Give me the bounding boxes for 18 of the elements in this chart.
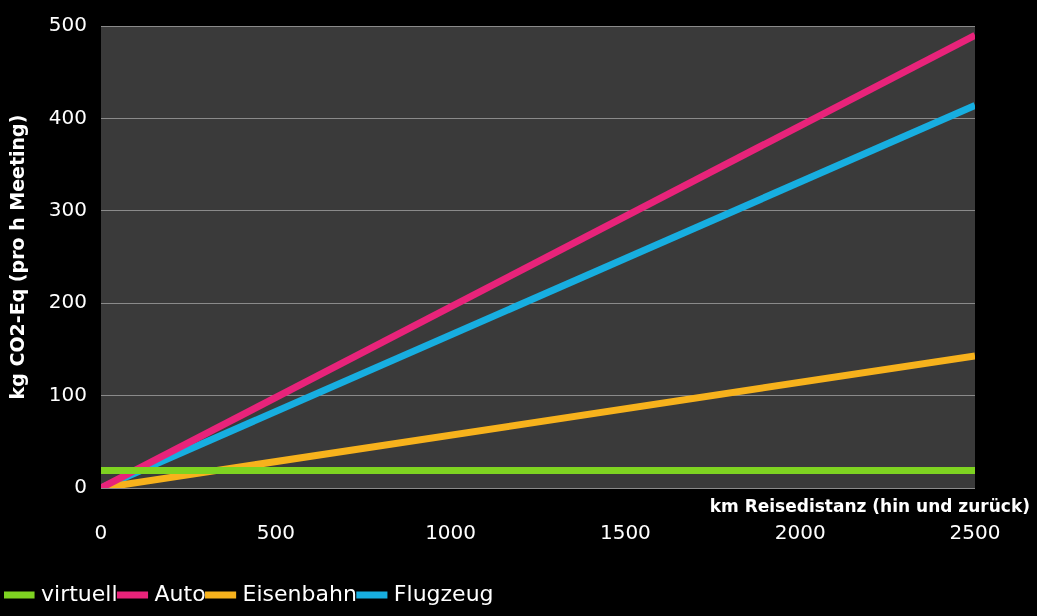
x-tick-label: 1000 — [425, 520, 477, 545]
x-tick-label: 500 — [256, 520, 295, 545]
x-tick-label: 2500 — [949, 520, 1001, 545]
y-tick-label: 0 — [74, 474, 87, 499]
x-tick-label: 0 — [94, 520, 108, 545]
x-tick-label: 1500 — [599, 520, 651, 545]
y-tick-label: 400 — [48, 104, 87, 129]
y-tick-label: 200 — [48, 289, 87, 314]
x-axis-title: km Reisedistanz (hin und zurück) — [709, 496, 1030, 517]
legend-label: virtuell — [41, 580, 118, 606]
y-axis-title: kg CO2-Eq (pro h Meeting) — [6, 114, 29, 400]
legend-label: Auto — [154, 580, 206, 606]
x-tick-label: 2000 — [774, 520, 826, 545]
legend-label: Flugzeug — [393, 580, 494, 606]
legend-label: Eisenbahn — [242, 580, 357, 606]
y-tick-label: 100 — [48, 381, 87, 406]
y-tick-label: 500 — [48, 12, 87, 37]
y-tick-label: 300 — [48, 197, 87, 221]
